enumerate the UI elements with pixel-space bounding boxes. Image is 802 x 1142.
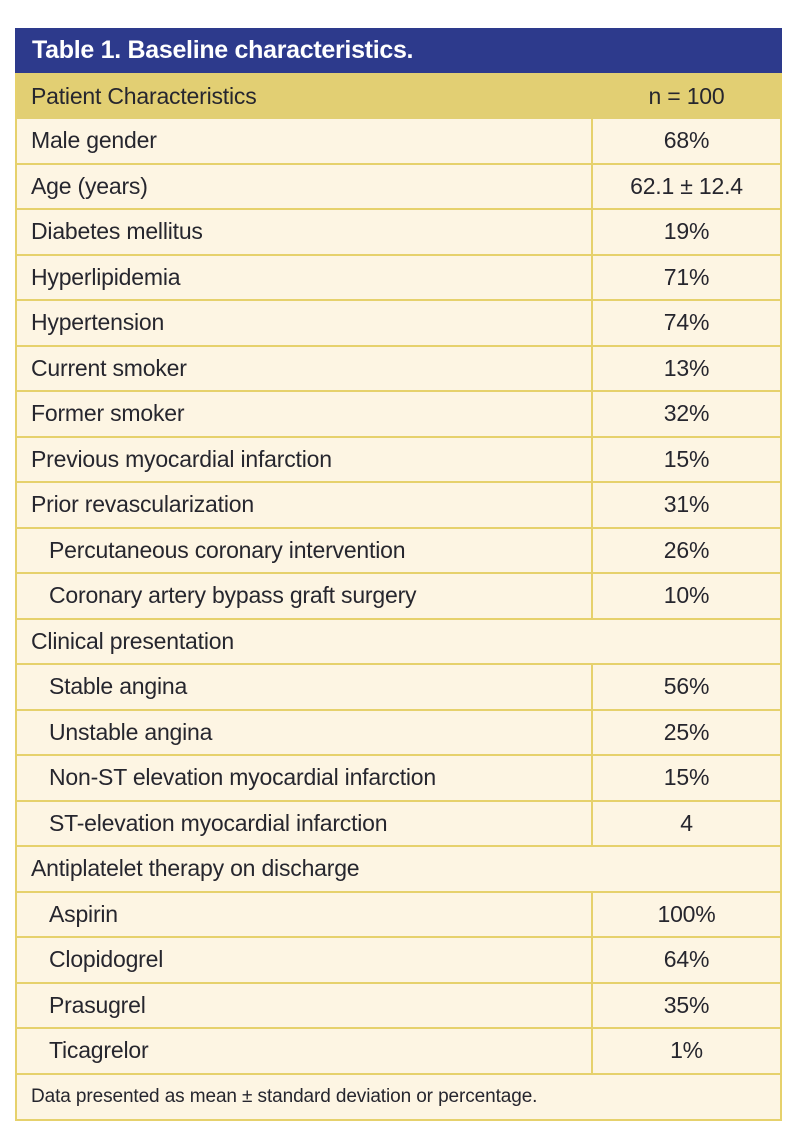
header-count: n = 100 bbox=[648, 82, 725, 109]
table-row: Percutaneous coronary intervention 26% bbox=[17, 528, 780, 574]
row-label: Percutaneous coronary intervention bbox=[17, 528, 593, 572]
baseline-characteristics-table: Table 1. Baseline characteristics. Patie… bbox=[15, 28, 782, 1121]
table-row: Clinical presentation bbox=[17, 619, 780, 665]
row-label: Unstable angina bbox=[17, 710, 593, 754]
table-footnote: Data presented as mean ± standard deviat… bbox=[31, 1085, 538, 1107]
header-label: Patient Characteristics bbox=[31, 82, 257, 109]
table-row: Unstable angina 25% bbox=[17, 710, 780, 756]
table-row: Former smoker 32% bbox=[17, 392, 780, 438]
row-value: 100% bbox=[657, 900, 716, 927]
row-label: Prior revascularization bbox=[17, 483, 593, 527]
row-label: Diabetes mellitus bbox=[17, 210, 593, 254]
row-label: Stable angina bbox=[17, 665, 593, 709]
table-row: Stable angina 56% bbox=[17, 665, 780, 711]
row-label: Antiplatelet therapy on discharge bbox=[31, 855, 360, 882]
table-row: Antiplatelet therapy on discharge bbox=[17, 847, 780, 893]
row-value: 1% bbox=[670, 1037, 703, 1064]
row-value: 68% bbox=[663, 127, 710, 154]
row-label: Male gender bbox=[17, 119, 593, 163]
table-row: Diabetes mellitus 19% bbox=[17, 210, 780, 256]
table-body: Male gender 68% Age (years) 62.1 ± 12.4 … bbox=[17, 119, 780, 1075]
row-value: 13% bbox=[663, 354, 710, 381]
row-label: Clopidogrel bbox=[17, 938, 593, 982]
row-value: 19% bbox=[663, 218, 710, 245]
row-value: 31% bbox=[663, 491, 710, 518]
table-row: Coronary artery bypass graft surgery 10% bbox=[17, 574, 780, 620]
row-value: 62.1 ± 12.4 bbox=[630, 172, 743, 199]
table-row: Age (years) 62.1 ± 12.4 bbox=[17, 164, 780, 210]
row-label: Ticagrelor bbox=[17, 1029, 593, 1073]
row-label: Hypertension bbox=[17, 301, 593, 345]
table-row: Aspirin 100% bbox=[17, 892, 780, 938]
row-label: Coronary artery bypass graft surgery bbox=[17, 574, 593, 618]
row-value: 25% bbox=[663, 718, 710, 745]
row-label: Prasugrel bbox=[17, 983, 593, 1027]
row-label: Previous myocardial infarction bbox=[17, 437, 593, 481]
row-value: 10% bbox=[663, 582, 710, 609]
row-label: Age (years) bbox=[17, 164, 593, 208]
table-row: Prior revascularization 31% bbox=[17, 483, 780, 529]
row-value: 56% bbox=[663, 673, 710, 700]
table-row: Prasugrel 35% bbox=[17, 983, 780, 1029]
table-body-wrap: Patient Characteristics n = 100 Male gen… bbox=[15, 73, 782, 1121]
row-label: Non-ST elevation myocardial infarction bbox=[17, 756, 593, 800]
row-label: Clinical presentation bbox=[31, 627, 234, 654]
row-value: 74% bbox=[663, 309, 710, 336]
row-value: 26% bbox=[663, 536, 710, 563]
table-row: Hypertension 74% bbox=[17, 301, 780, 347]
table-row: Previous myocardial infarction 15% bbox=[17, 437, 780, 483]
table-row: Hyperlipidemia 71% bbox=[17, 255, 780, 301]
row-label: Hyperlipidemia bbox=[17, 255, 593, 299]
table-row: Ticagrelor 1% bbox=[17, 1029, 780, 1075]
table-row: Clopidogrel 64% bbox=[17, 938, 780, 984]
table-row: Current smoker 13% bbox=[17, 346, 780, 392]
row-value: 64% bbox=[663, 946, 710, 973]
row-value: 71% bbox=[663, 263, 710, 290]
row-value: 15% bbox=[663, 764, 710, 791]
row-label: Former smoker bbox=[17, 392, 593, 436]
row-label: Current smoker bbox=[17, 346, 593, 390]
table-title: Table 1. Baseline characteristics. bbox=[32, 36, 414, 64]
table-footnote-row: Data presented as mean ± standard deviat… bbox=[17, 1074, 780, 1119]
table-row: Male gender 68% bbox=[17, 119, 780, 165]
row-value: 32% bbox=[663, 400, 710, 427]
row-label: ST-elevation myocardial infarction bbox=[17, 801, 593, 845]
table-title-bar: Table 1. Baseline characteristics. bbox=[15, 28, 782, 73]
row-value: 4 bbox=[680, 809, 693, 836]
table-row: ST-elevation myocardial infarction 4 bbox=[17, 801, 780, 847]
table-row: Non-ST elevation myocardial infarction 1… bbox=[17, 756, 780, 802]
row-value: 35% bbox=[663, 991, 710, 1018]
table-header-row: Patient Characteristics n = 100 bbox=[17, 73, 780, 119]
row-label: Aspirin bbox=[17, 892, 593, 936]
row-value: 15% bbox=[663, 445, 710, 472]
